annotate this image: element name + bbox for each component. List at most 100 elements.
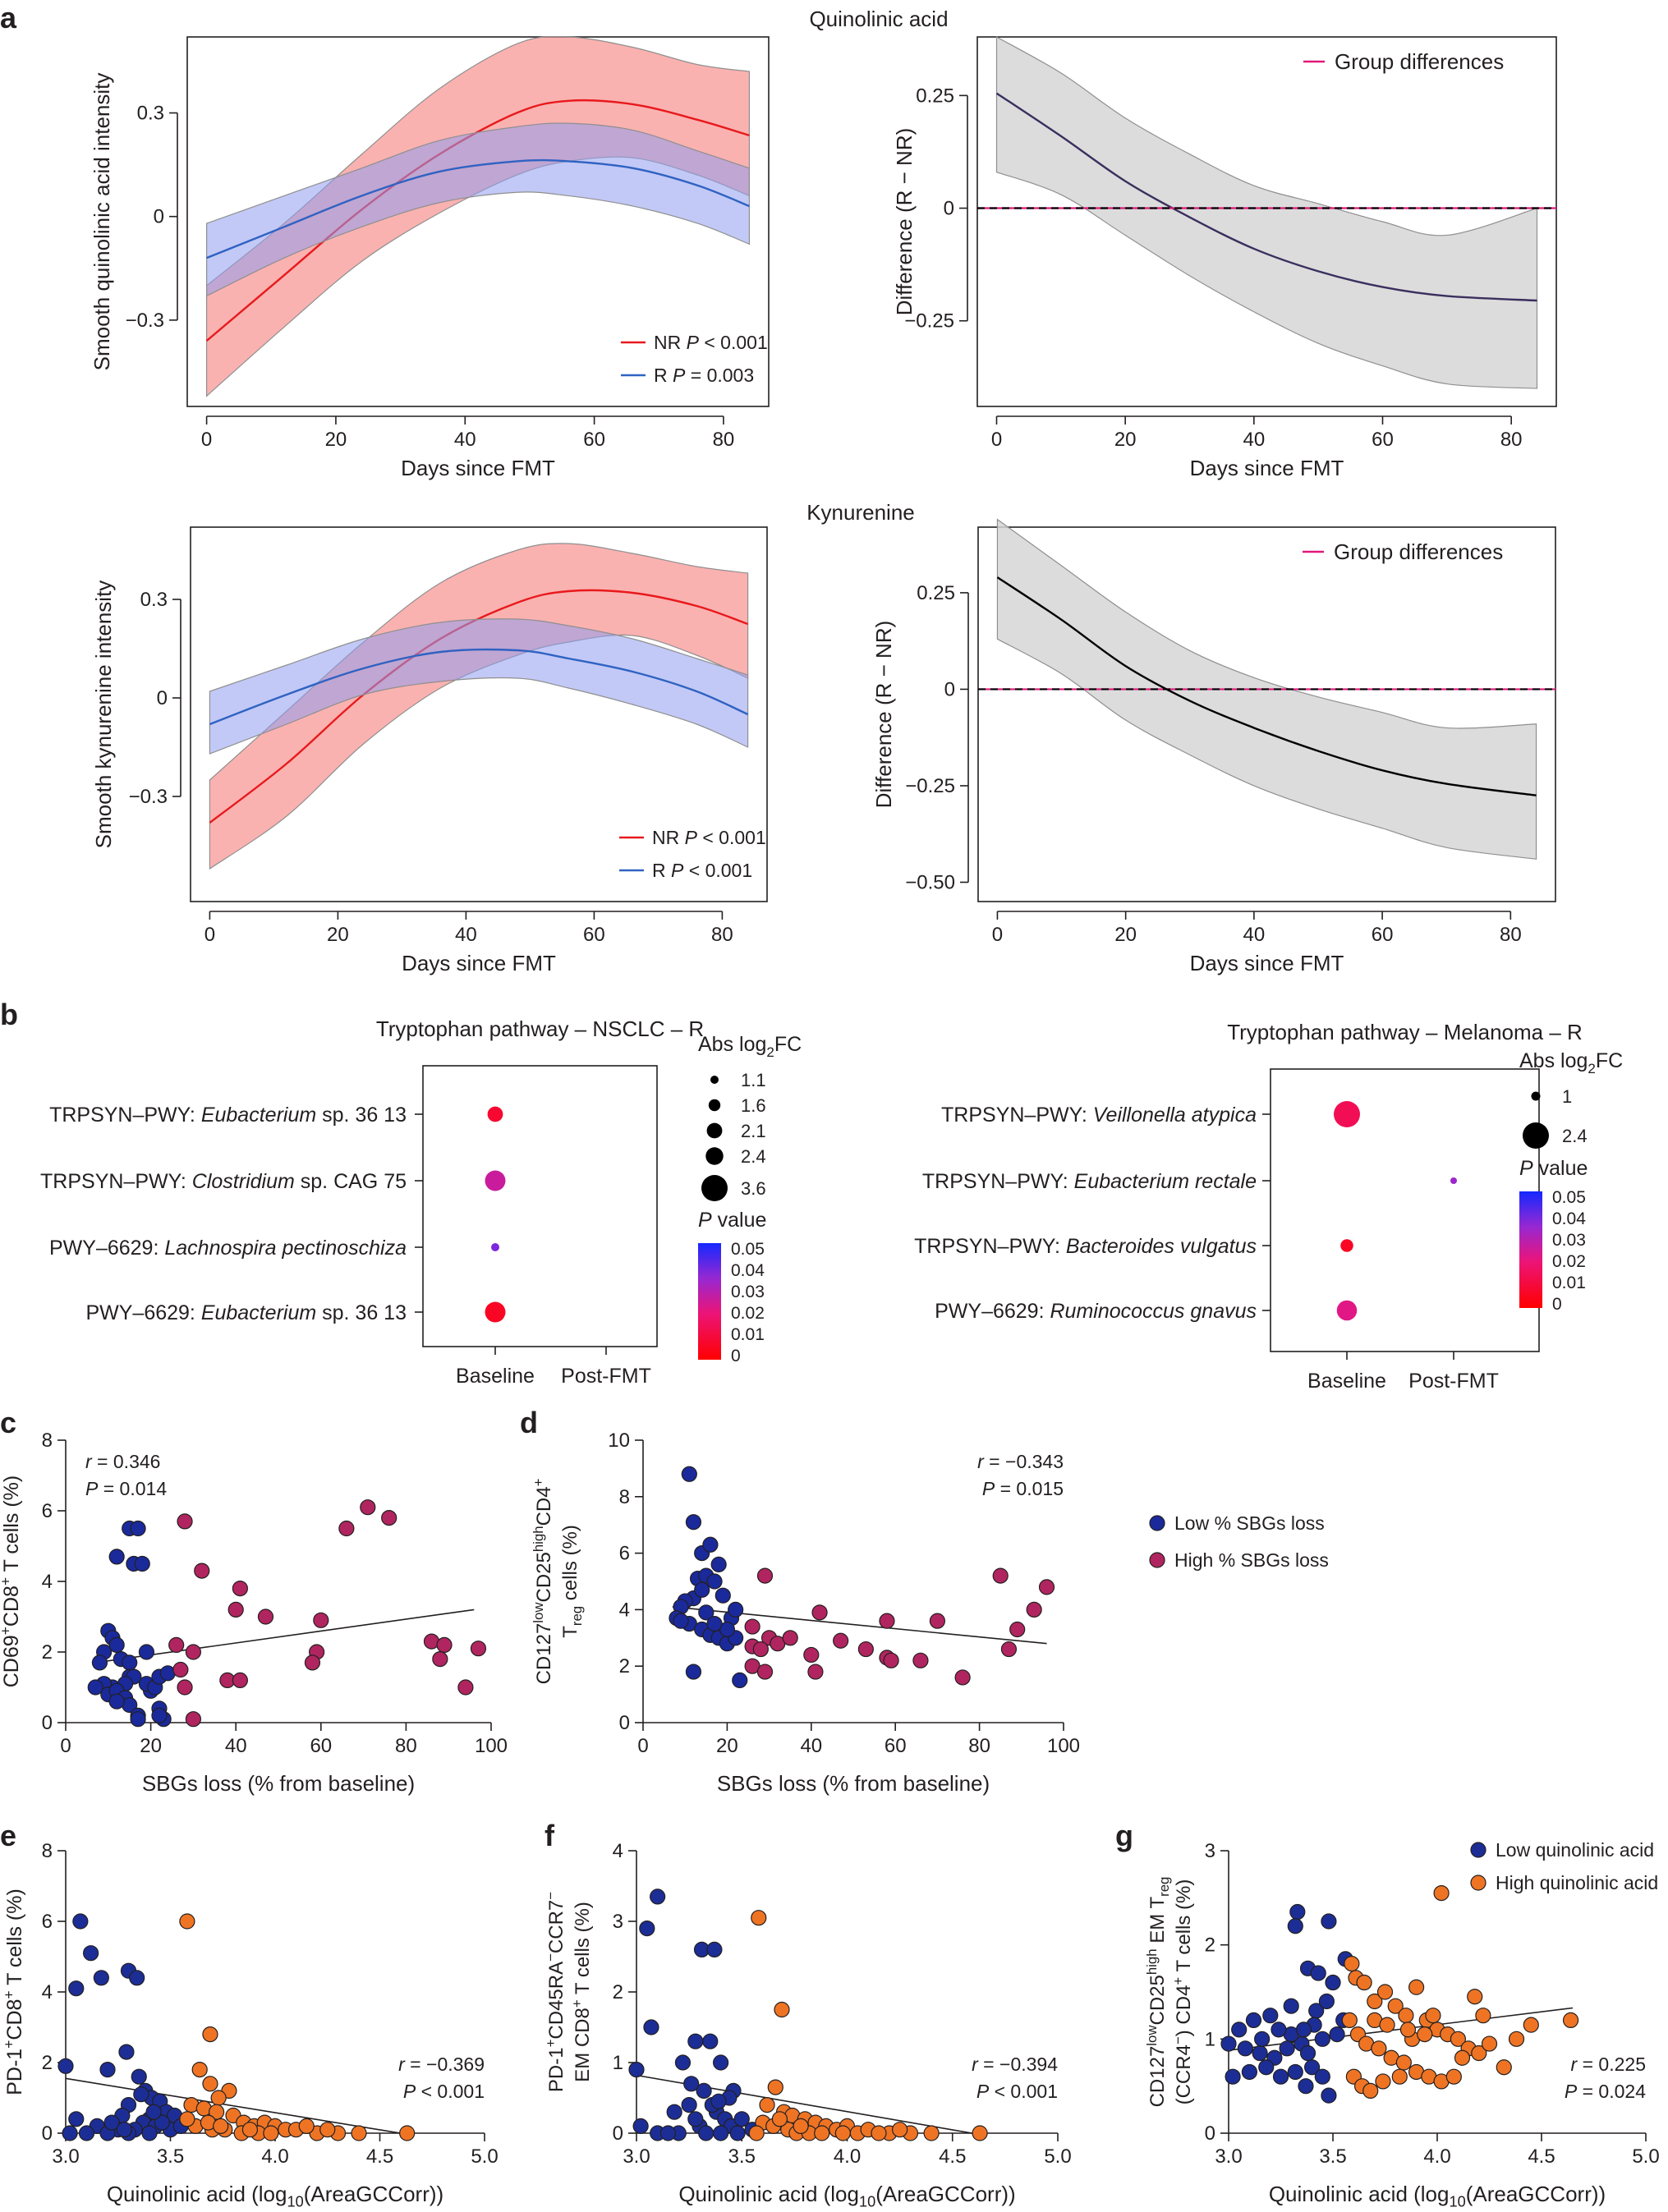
r-symbol: r — [85, 1451, 93, 1472]
r-value: = −0.369 — [405, 2054, 485, 2075]
color-legend-title: P value — [1519, 1157, 1588, 1180]
series-line-nr — [205, 99, 750, 342]
row-taxon: Lachnospira pectinoschiza — [164, 1237, 407, 1260]
p-value: < 0.001 — [416, 2081, 485, 2102]
y-tick-label: 2 — [619, 1655, 630, 1677]
label-part: low — [1144, 2025, 1160, 2046]
label-part: (AreaGCCorr)) — [1466, 2182, 1606, 2206]
dot-point — [491, 1243, 499, 1251]
x-tick-label: 80 — [395, 1735, 417, 1757]
y-tick-label: 0 — [944, 678, 955, 700]
dot-point — [1334, 1101, 1360, 1127]
row-taxon: Clostridium — [192, 1170, 295, 1193]
scatter-point — [319, 2122, 336, 2138]
row-pathway: PWY–6629: — [85, 1301, 200, 1324]
scatter-point — [82, 1945, 99, 1962]
chart-quinolinic-difference: 0 20 40 60 80 −0.25 0 0.25 Group differences Days… — [892, 35, 1557, 480]
legend-marker — [1149, 1552, 1165, 1568]
size-legend-value: 2.4 — [741, 1146, 766, 1167]
scatter-point — [923, 2125, 940, 2141]
size-legend-title-sub: 2 — [766, 1044, 774, 1060]
scatter-point — [191, 2062, 208, 2078]
color-legend-title: P value — [698, 1209, 766, 1232]
scatter-point — [1283, 1998, 1299, 2014]
y-tick-label: 0 — [944, 198, 954, 220]
x-tick-label: 40 — [455, 924, 477, 946]
y-tick-label: −0.3 — [129, 786, 168, 808]
label-part: reg — [1156, 1877, 1172, 1897]
scatter-point — [643, 2019, 659, 2035]
label-part: PD-1 — [545, 2047, 567, 2092]
confidence-band-difference — [995, 35, 1538, 389]
scatter-point — [1295, 2022, 1312, 2038]
scatter-point — [241, 2122, 258, 2138]
scatter-point — [710, 1556, 727, 1572]
scatter-point — [685, 1514, 702, 1531]
chart-em-treg-vs-quinolinic: 3.0 3.5 4.0 4.5 5.0 0 1 2 3 r = 0.225 P = 0.024 Qui… — [1144, 1839, 1660, 2210]
scatter-point — [1299, 2044, 1316, 2062]
x-tick-label: 40 — [225, 1735, 247, 1757]
plot-frame — [422, 1065, 658, 1347]
scatter-point — [1433, 1885, 1450, 1902]
y-tick-label: 0 — [157, 687, 168, 709]
scatter-point — [912, 1652, 929, 1668]
scatter-point — [1314, 2068, 1330, 2085]
scatter-point — [771, 2111, 788, 2127]
plot-frame — [190, 526, 768, 902]
label-part: 10 — [859, 2194, 875, 2210]
x-tick-label: 60 — [885, 1735, 907, 1757]
scatter-point — [698, 1604, 715, 1621]
x-tick-label: 80 — [713, 429, 735, 451]
label-part: EM CD8 — [572, 2008, 594, 2082]
chart-pd1-em-cd8-vs-quinolinic: 3.0 3.5 4.0 4.5 5.0 0 1 2 3 4 r = −0.394 P < 0.001 Q… — [543, 1840, 1072, 2210]
regression-line — [65, 2077, 411, 2136]
label-part: CD25 — [533, 1552, 555, 1602]
x-tick-label: 60 — [1372, 429, 1394, 451]
confidence-band-r — [209, 618, 749, 755]
category-label: Baseline — [456, 1365, 535, 1388]
p-value: = 0.014 — [98, 1478, 167, 1499]
y-tick-label: 0 — [42, 1712, 53, 1734]
scatter-point — [628, 2062, 645, 2078]
y-axis-label: CD69+CD8+ T cells (%) — [0, 1475, 23, 1688]
size-legend-title-main: Abs log — [698, 1033, 766, 1056]
legend-series-name: R — [654, 365, 668, 386]
r-value: = 0.225 — [1577, 2054, 1646, 2075]
row-pathway: PWY–6629: — [935, 1300, 1050, 1323]
legend-series-name: R — [652, 860, 666, 881]
legend-label-nr: NR P < 0.001 — [654, 332, 768, 353]
scatter-point — [1475, 2008, 1491, 2024]
dot-point — [485, 1301, 506, 1323]
x-tick-label: 4.5 — [366, 2145, 393, 2168]
label-part: + — [1, 1990, 17, 1999]
scatter-point — [659, 2125, 677, 2141]
label-part: T cells (%) — [572, 1902, 594, 1999]
x-tick-label: 4.0 — [261, 2145, 288, 2168]
label-part: CD127 — [533, 1623, 555, 1685]
scatter-point — [1254, 2031, 1271, 2047]
scatter-point — [774, 2001, 790, 2018]
scatter-point — [103, 2114, 120, 2131]
y-tick-label: 2 — [42, 1641, 53, 1664]
y-tick-label: −0.25 — [905, 775, 955, 797]
legend-label: Low % SBGs loss — [1174, 1512, 1325, 1534]
legend-label: High % SBGs loss — [1174, 1549, 1329, 1571]
row-pathway: TRPSYN–PWY: — [914, 1235, 1066, 1258]
scatter-point — [1329, 2026, 1345, 2043]
y-tick-label: −0.3 — [126, 310, 164, 332]
scatter-point — [1310, 1965, 1326, 1981]
series-line-nr — [209, 589, 748, 824]
scatter-point — [1399, 2022, 1417, 2038]
scatter-point — [666, 2104, 682, 2120]
size-legend-value: 1.1 — [741, 1070, 766, 1090]
scatter-point — [712, 2054, 729, 2071]
x-axis-label: SBGs loss (% from baseline) — [142, 1771, 415, 1796]
scatter-point — [685, 1664, 702, 1680]
scatter-point — [1298, 2078, 1314, 2095]
label-part: Quinolinic acid (log — [107, 2182, 287, 2206]
x-tick-label: 5.0 — [471, 2145, 498, 2168]
label-part: (AreaGCCorr)) — [304, 2182, 443, 2206]
scatter-point — [1471, 2044, 1487, 2062]
